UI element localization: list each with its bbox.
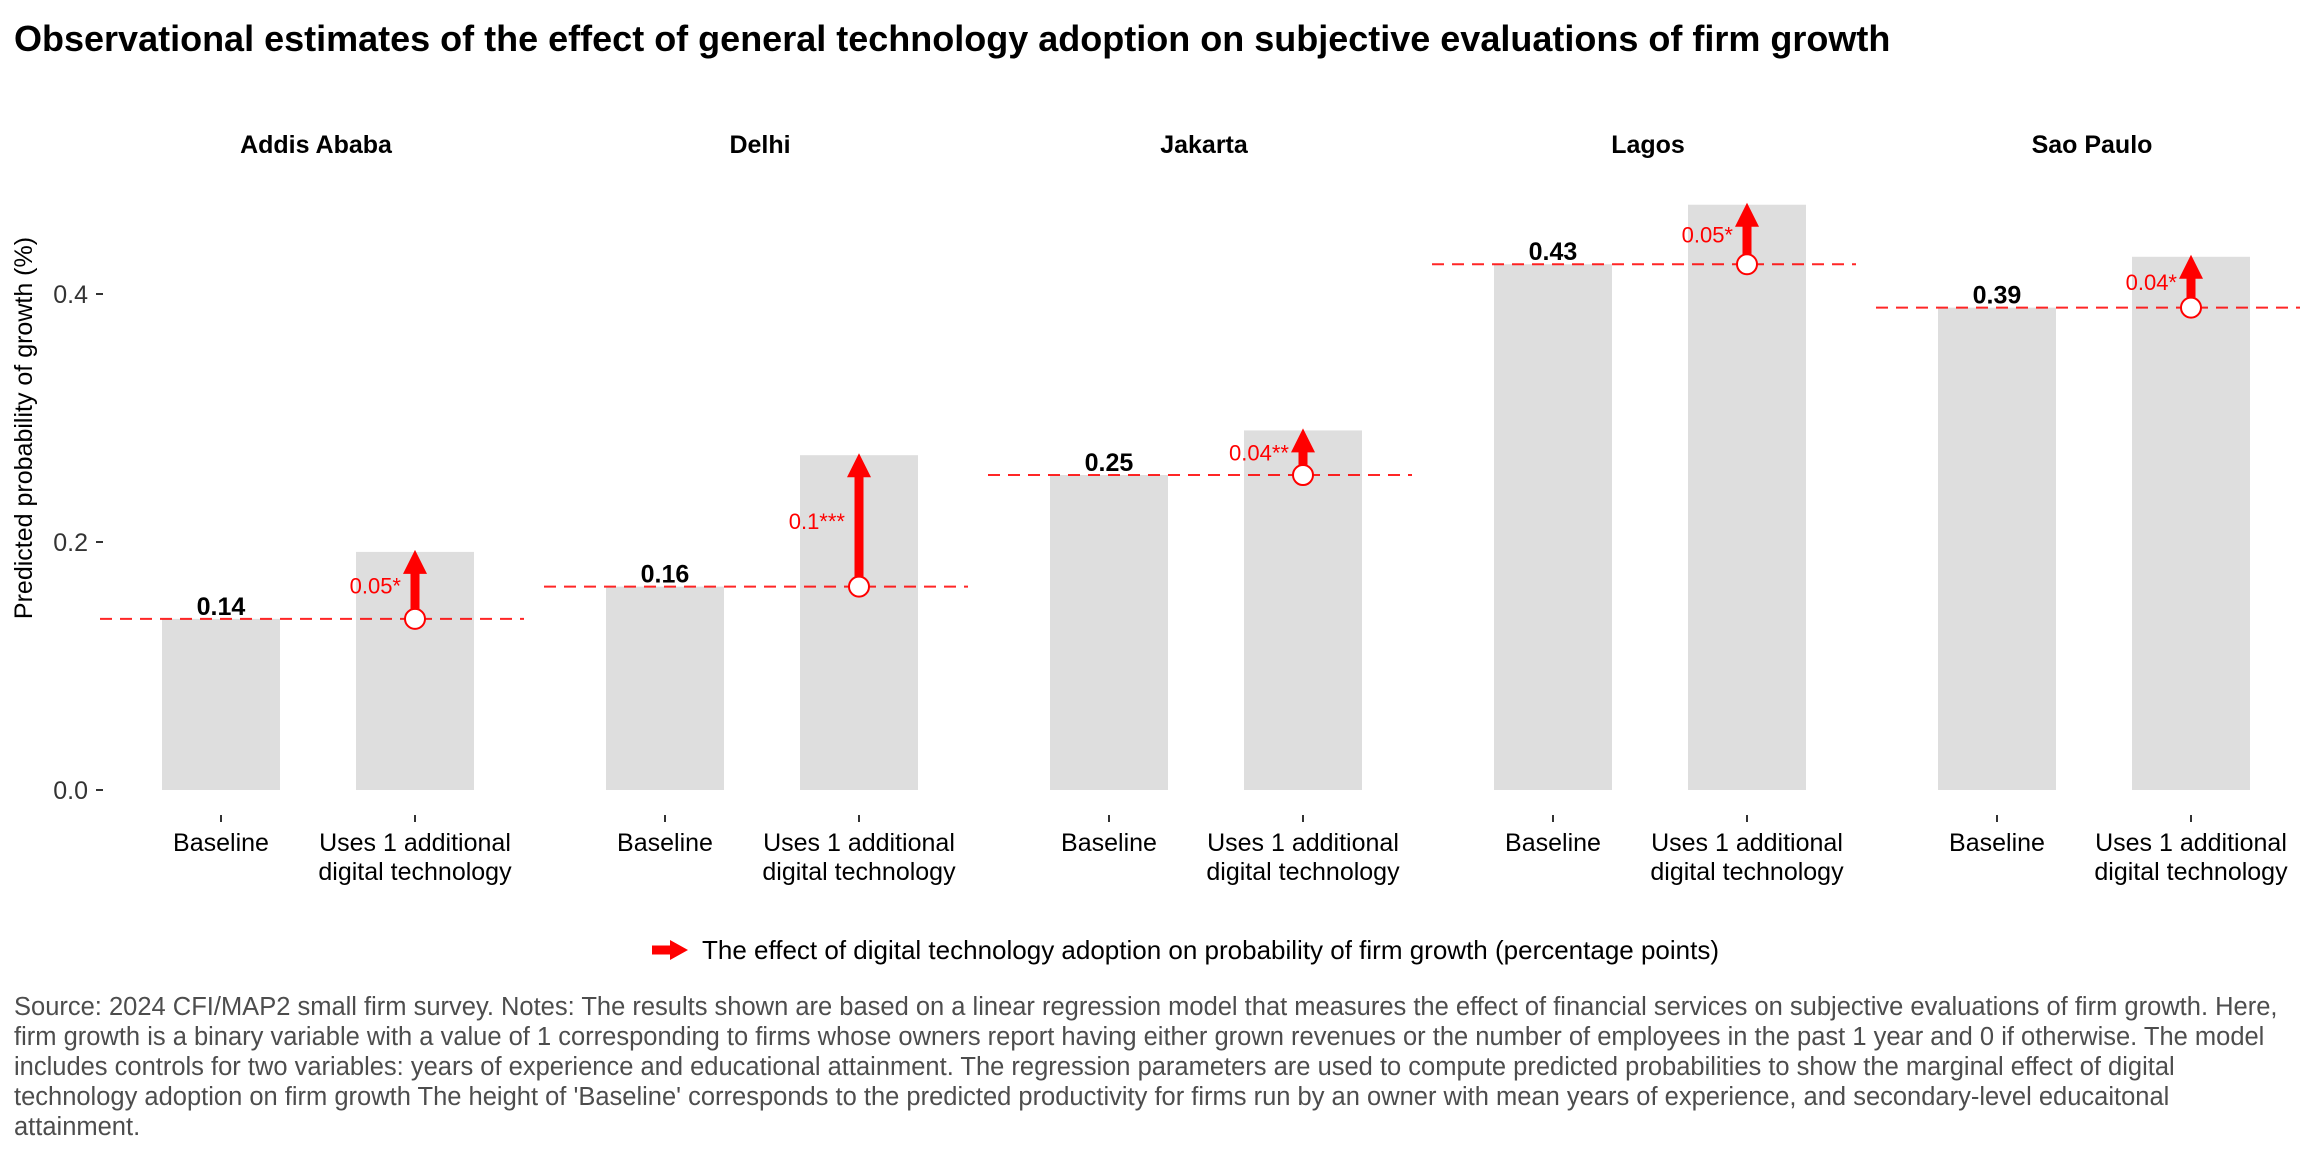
panel-title: Addis Ababa: [240, 131, 393, 159]
baseline-bar: [1938, 307, 2056, 790]
chart-title: Observational estimates of the effect of…: [14, 18, 1891, 59]
effect-arrow-head: [1735, 202, 1759, 227]
with-tech-bar: [2132, 256, 2250, 790]
x-tick-label-with-tech: Uses 1 additional: [763, 829, 955, 857]
x-tick-label-baseline: Baseline: [173, 829, 269, 857]
y-tick-label: 0.0: [53, 777, 88, 805]
legend-label: The effect of digital technology adoptio…: [702, 934, 1720, 965]
y-tick-label: 0.2: [53, 529, 88, 557]
x-tick-label-with-tech: Uses 1 additional: [319, 829, 511, 857]
effect-label: 0.04*: [2126, 270, 2178, 295]
x-tick-label-baseline: Baseline: [1949, 829, 2045, 857]
panel-title: Lagos: [1611, 131, 1685, 159]
effect-label: 0.05*: [1682, 222, 1734, 247]
y-axis: 0.0 0.2 0.4: [53, 281, 103, 805]
panel-addis-ababa: Addis Ababa 0.14 0.05* Baseline Uses 1 addit…: [100, 131, 524, 886]
baseline-bar: [1494, 264, 1612, 790]
x-tick-label-with-tech: Uses 1 additional: [2095, 829, 2287, 857]
effect-arrow-head: [2179, 254, 2203, 279]
baseline-point: [2180, 296, 2202, 319]
panel-sao-paulo: Sao Paulo 0.39 0.04* Baseline Uses 1 additio…: [1876, 131, 2300, 886]
y-axis-label: Predicted probability of growth (%): [10, 237, 38, 619]
x-tick-label-with-tech: digital technology: [1206, 858, 1400, 886]
baseline-value-label: 0.25: [1085, 449, 1134, 477]
baseline-bar: [162, 618, 280, 790]
panel-lagos: Lagos 0.43 0.05* Baseline Uses 1 additionald…: [1432, 131, 1856, 886]
baseline-bar: [606, 586, 724, 790]
y-tick-label: 0.4: [53, 281, 88, 309]
baseline-value-label: 0.14: [197, 593, 246, 621]
source-caption: Source: 2024 CFI/MAP2 small firm survey.…: [14, 993, 2278, 1141]
baseline-point: [1292, 464, 1314, 487]
chart-canvas: Predicted probability of growth (%) 0.00…: [10, 131, 2300, 886]
effect-arrow-head: [403, 549, 427, 574]
effect-label: 0.1***: [789, 509, 846, 534]
with-tech-bar: [1244, 430, 1362, 790]
baseline-bar: [1050, 475, 1168, 790]
legend-arrow-icon: [652, 940, 688, 960]
x-tick-label-with-tech: Uses 1 additional: [1207, 829, 1399, 857]
x-tick-label-baseline: Baseline: [1505, 829, 1601, 857]
panel-title: Sao Paulo: [2032, 131, 2153, 159]
baseline-point: [848, 575, 870, 598]
panel-delhi: Delhi 0.16 0.1*** Baseline Uses 1 additional…: [544, 131, 968, 886]
panels: Addis Ababa 0.14 0.05* Baseline Uses 1 addit…: [100, 131, 2300, 886]
x-tick-label-with-tech: digital technology: [318, 858, 512, 886]
x-tick-label-baseline: Baseline: [1061, 829, 1157, 857]
effect-label: 0.04**: [1229, 441, 1289, 466]
baseline-point: [1736, 253, 1758, 276]
x-tick-label-with-tech: digital technology: [762, 858, 956, 886]
with-tech-bar: [1688, 204, 1806, 791]
effect-arrow-head: [1291, 428, 1315, 453]
panel-jakarta: Jakarta 0.25 0.04** Baseline Uses 1 addition…: [988, 131, 1412, 886]
x-tick-label-with-tech: digital technology: [1650, 858, 1844, 886]
x-tick-label-with-tech: digital technology: [2094, 858, 2288, 886]
legend: The effect of digital technology adoptio…: [650, 930, 1719, 970]
baseline-value-label: 0.43: [1529, 238, 1578, 266]
baseline-value-label: 0.39: [1973, 282, 2022, 310]
baseline-point: [404, 607, 426, 630]
effect-label: 0.05*: [350, 573, 402, 598]
baseline-value-label: 0.16: [641, 561, 690, 589]
x-tick-label-with-tech: Uses 1 additional: [1651, 829, 1843, 857]
panel-title: Jakarta: [1160, 131, 1249, 159]
x-tick-label-baseline: Baseline: [617, 829, 713, 857]
effect-arrow-head: [847, 453, 871, 478]
panel-title: Delhi: [729, 131, 790, 159]
